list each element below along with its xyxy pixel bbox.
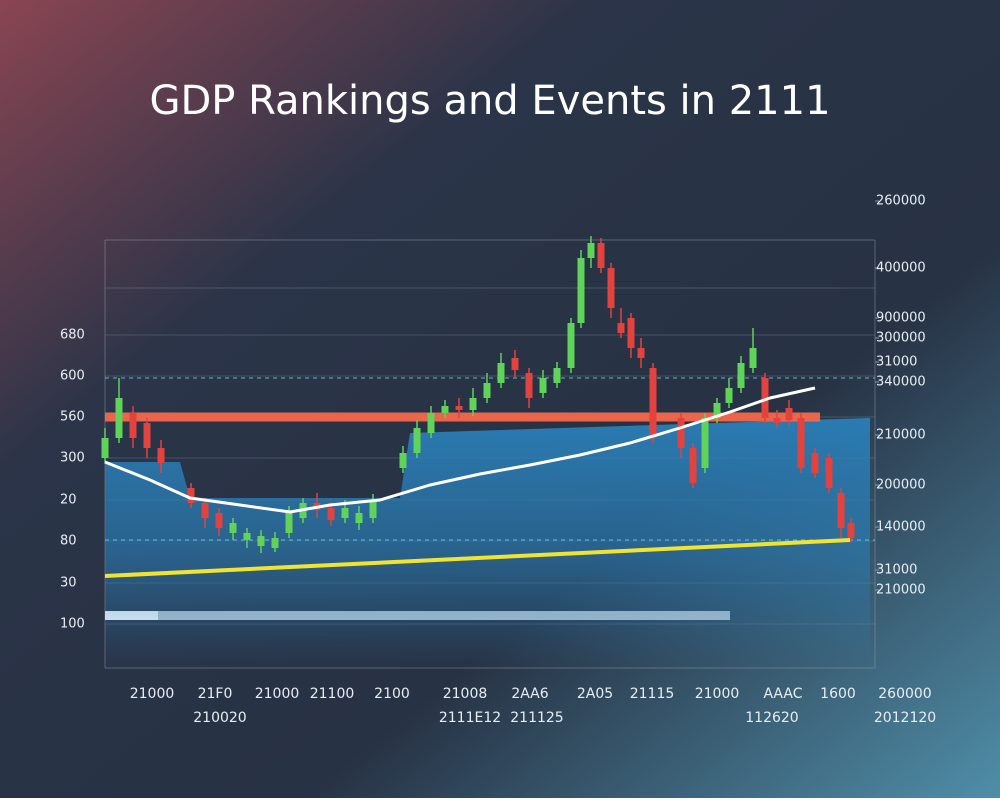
candle-body xyxy=(701,418,709,468)
y-tick-label: 20 xyxy=(60,493,77,508)
candle-body xyxy=(427,413,435,433)
x-tick-label: 21008 xyxy=(443,686,488,702)
candle-body xyxy=(143,423,151,448)
candle-body xyxy=(773,418,781,423)
y2-tick-label: 140000 xyxy=(876,520,926,535)
candle-body xyxy=(399,453,407,468)
y-tick-label: 600 xyxy=(60,369,85,384)
y-tick-label: 560 xyxy=(60,410,85,425)
x-tick-label: 2012120 xyxy=(874,710,936,726)
candle-body xyxy=(637,348,645,358)
candle-body xyxy=(215,513,223,528)
candle-body xyxy=(627,318,635,348)
candle-body xyxy=(413,428,421,453)
x-tick-label: AAAC xyxy=(763,686,802,702)
candle-body xyxy=(483,383,491,398)
y2-tick-label: 400000 xyxy=(876,261,926,276)
candle-body xyxy=(597,243,605,268)
y-tick-label: 680 xyxy=(60,328,85,343)
y-tick-label: 300 xyxy=(60,451,85,466)
x-tick-label: 2AA6 xyxy=(511,686,548,702)
y2-tick-label: 210000 xyxy=(876,428,926,443)
y2-tick-label: 31000 xyxy=(876,563,917,578)
candle-body xyxy=(355,513,363,523)
y-tick-label: 30 xyxy=(60,576,77,591)
x-tick-label: 260000 xyxy=(878,686,931,702)
candle-body xyxy=(441,406,449,413)
candle-body xyxy=(539,378,547,393)
x-tick-label: 112620 xyxy=(745,710,798,726)
candle-body xyxy=(725,388,733,403)
candle-body xyxy=(115,398,123,438)
candle-body xyxy=(553,368,561,383)
y2-tick-label: 260000 xyxy=(876,194,926,209)
candle-body xyxy=(525,373,533,398)
x-tick-label: 21100 xyxy=(310,686,355,702)
candle-body xyxy=(713,403,721,418)
x-tick-label: 2111E12 xyxy=(439,710,501,726)
candle-body xyxy=(469,398,477,410)
y2-tick-label: 300000 xyxy=(876,331,926,346)
y2-tick-label: 31000 xyxy=(876,355,917,370)
y-tick-label: 100 xyxy=(60,617,85,632)
area xyxy=(105,418,870,668)
candle-body xyxy=(327,508,335,520)
x-tick-label: 21F0 xyxy=(198,686,233,702)
y-tick-label: 80 xyxy=(60,534,77,549)
candle-body xyxy=(455,406,463,410)
x-tick-label: 1600 xyxy=(820,686,856,702)
candle-body xyxy=(157,448,165,463)
trend-line xyxy=(104,538,851,578)
candle-body xyxy=(567,323,575,368)
candle-body xyxy=(271,538,279,548)
candle-body xyxy=(607,268,615,308)
y2-tick-label: 210000 xyxy=(876,583,926,598)
y2-tick-label: 340000 xyxy=(876,375,926,390)
x-tick-label: 2A05 xyxy=(577,686,613,702)
candle-body xyxy=(257,536,265,546)
x-tick-label: 21000 xyxy=(255,686,300,702)
candle-body xyxy=(749,348,757,368)
candle-body xyxy=(825,458,833,488)
candle-body xyxy=(689,448,697,483)
x-tick-label: 210020 xyxy=(193,710,246,726)
x-tick-label: 211125 xyxy=(510,710,563,726)
candle-body xyxy=(497,363,505,383)
x-tick-label: 21000 xyxy=(130,686,175,702)
y2-tick-label: 200000 xyxy=(876,478,926,493)
candle-body xyxy=(737,363,745,388)
candle-body xyxy=(201,503,209,518)
candle-body xyxy=(649,368,657,438)
candle-body xyxy=(761,378,769,418)
y2-tick-label: 900000 xyxy=(876,311,926,326)
candle-body xyxy=(101,438,109,458)
candle-body xyxy=(587,243,595,258)
candle-body xyxy=(677,418,685,448)
candle-body xyxy=(285,513,293,533)
chart-title: GDP Rankings and Events in 2111 xyxy=(149,78,830,124)
candle-body xyxy=(797,418,805,468)
candle-body xyxy=(577,258,585,323)
candle-body xyxy=(511,358,519,370)
candle-body xyxy=(811,453,819,473)
candle-body xyxy=(187,488,195,503)
candle-body xyxy=(243,533,251,540)
candle-body xyxy=(229,523,237,533)
x-tick-label: 21000 xyxy=(695,686,740,702)
candle-body xyxy=(129,413,137,438)
candle-body xyxy=(837,493,845,528)
candle-body xyxy=(341,508,349,518)
moving-average xyxy=(104,386,816,514)
candle-body xyxy=(617,323,625,333)
candle-body xyxy=(847,523,855,538)
candle-body xyxy=(369,500,377,518)
x-tick-label: 2100 xyxy=(374,686,410,702)
candle-body xyxy=(785,408,793,420)
x-tick-label: 21115 xyxy=(630,686,675,702)
